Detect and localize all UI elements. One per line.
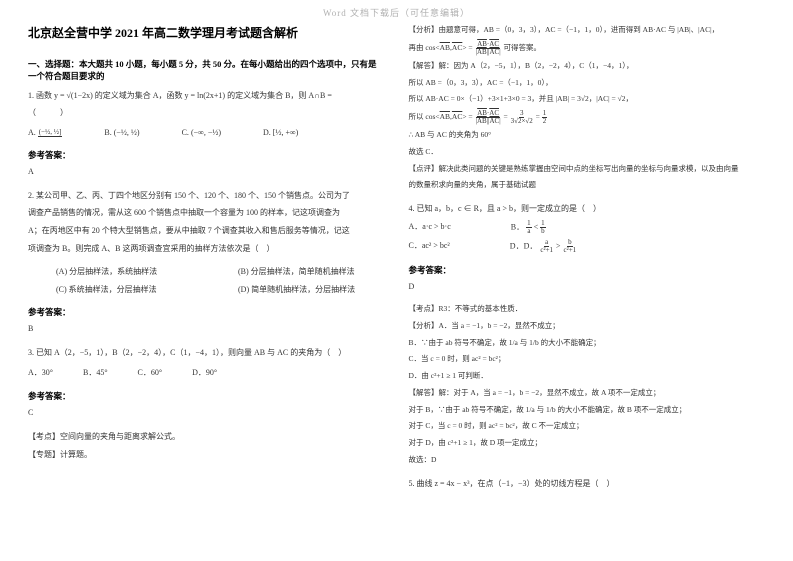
- q1-text: 1. 函数 y = √(1−2x) 的定义域为集合 A，函数 y = ln(2x…: [28, 89, 385, 103]
- r6: 所以 cos<AB,AC> = AB·AC|AB||AC| = 33√2×√2 …: [409, 110, 766, 125]
- q1-answer: A: [28, 165, 385, 179]
- r4: 所以 AB =（0，3，3），AC =（−1，1，0），: [409, 77, 766, 90]
- q2-opt-row2: (C) 系统抽样法，分层抽样法 (D) 简单随机抽样法，分层抽样法: [56, 283, 385, 297]
- q5-text: 5. 曲线 z = 4x − x³，在点（−1，−3）处的切线方程是（ ）: [409, 477, 766, 491]
- q3-opt-b: B．45°: [83, 367, 108, 378]
- q2-line2: 调查产品销售的情况，需从这 600 个销售点中抽取一个容量为 100 的样本，记…: [28, 206, 385, 220]
- e3: B．∵由于 ab 符号不确定，故 1/a 与 1/b 的大小不能确定；: [409, 337, 766, 350]
- q2-answer: B: [28, 322, 385, 336]
- q4-opt-row1: A．a·c > b·c B． 1a < 1b: [409, 220, 766, 235]
- q4-opt-row2: C．ac² > bc² D．D． ac²+1 > bc²+1: [409, 239, 766, 254]
- q2-opt-c: (C) 系统抽样法，分层抽样法: [56, 283, 236, 297]
- q4-opt-c: C．ac² > bc²: [409, 239, 450, 254]
- right-column: 【分析】由题意可得，AB =（0，3，3），AC =（−1，1，0），进而得到 …: [409, 24, 766, 494]
- watermark-text: Word 文档下载后（可任意编辑）: [323, 6, 470, 19]
- page-container: 北京赵全营中学 2021 年高二数学理月考试题含解析 一、选择题：本大题共 10…: [0, 0, 793, 504]
- q2-line3: A；在丙地区中有 20 个特大型销售点，要从中抽取 7 个调查其收入和售后服务等…: [28, 224, 385, 238]
- q1-opt-d: D. [½, +∞): [263, 128, 298, 137]
- section-1-heading: 一、选择题：本大题共 10 小题，每小题 5 分，共 50 分。在每小题给出的四…: [28, 59, 385, 83]
- left-column: 北京赵全营中学 2021 年高二数学理月考试题含解析 一、选择题：本大题共 10…: [28, 24, 385, 494]
- q2-answer-label: 参考答案：: [28, 306, 385, 318]
- r9: 【点评】解决此类问题的关键是熟练掌握由空间中点的坐标写出向量的坐标与向量求模，以…: [409, 163, 766, 176]
- r2: 再由 cos<AB,AC> = AB·AC|AB||AC| 可得答案。: [409, 41, 766, 56]
- q1-answer-label: 参考答案：: [28, 149, 385, 161]
- r7: ∴ AB 与 AC 的夹角为 60°: [409, 129, 766, 142]
- q3-opt-a: A．30°: [28, 367, 53, 378]
- q3-options: A．30° B．45° C．60° D．90°: [28, 367, 385, 378]
- q4-opt-b: B． 1a < 1b: [511, 220, 546, 235]
- e10: 故选：D: [409, 454, 766, 467]
- q3-answer: C: [28, 406, 385, 420]
- q2-line1: 2. 某公司甲、乙、丙、丁四个地区分别有 150 个、120 个、180 个、1…: [28, 189, 385, 203]
- q2-line4: 项调查为 B。则完成 A、B 这两项调查宜采用的抽样方法依次是（ ）: [28, 242, 385, 256]
- e5: D．由 c²+1 ≥ 1 可判断．: [409, 370, 766, 383]
- q1-options: A. (−½, ½] B. (−½, ½) C. (−∞, −½) D. [½,…: [28, 128, 385, 137]
- q4-answer-label: 参考答案：: [409, 264, 766, 276]
- e2: 【分析】A．当 a = −1，b = −2，显然不成立；: [409, 320, 766, 333]
- e6: 【解答】解：对于 A，当 a = −1，b = −2，显然不成立，故 A 项不一…: [409, 387, 766, 400]
- q3-text: 3. 已知 A（2，−5，1），B（2，−2，4），C（1，−4，1），则向量 …: [28, 346, 385, 360]
- r8: 故选 C．: [409, 146, 766, 159]
- r9b: 的数量积求向量的夹角，属于基础试题: [409, 179, 766, 192]
- e1: 【考点】R3：不等式的基本性质．: [409, 303, 766, 316]
- e8: 对于 C，当 c = 0 时，则 ac² = bc²，故 C 不一定成立；: [409, 420, 766, 433]
- e7: 对于 B，∵由于 ab 符号不确定，故 1/a 与 1/b 的大小不能确定，故 …: [409, 404, 766, 417]
- q2-opt-b: (B) 分层抽样法，简单随机抽样法: [238, 267, 355, 276]
- q3-opt-d: D．90°: [192, 367, 217, 378]
- q4-answer: D: [409, 280, 766, 294]
- e9: 对于 D，由 c²+1 ≥ 1，故 D 项一定成立；: [409, 437, 766, 450]
- e4: C．当 c = 0 时，则 ac² = bc²；: [409, 353, 766, 366]
- q3-opt-c: C．60°: [138, 367, 163, 378]
- q4-text: 4. 已知 a，b，c ∈ R，且 a > b，则一定成立的是（ ）: [409, 202, 766, 216]
- exam-title: 北京赵全营中学 2021 年高二数学理月考试题含解析: [28, 24, 385, 41]
- q2-opt-row1: (A) 分层抽样法，系统抽样法 (B) 分层抽样法，简单随机抽样法: [56, 265, 385, 279]
- q1-blank: （ ）: [28, 106, 385, 120]
- r5: 所以 AB·AC = 0×（−1）+3×1+3×0 = 3，并且 |AB| = …: [409, 93, 766, 106]
- r1: 【分析】由题意可得，AB =（0，3，3），AC =（−1，1，0），进而得到 …: [409, 24, 766, 37]
- q4-opt-d: D．D． ac²+1 > bc²+1: [510, 239, 577, 254]
- q1-opt-a: A. (−½, ½]: [28, 128, 62, 137]
- q1-opt-c: C. (−∞, −½): [182, 128, 221, 137]
- q1-opt-b: B. (−½, ½): [104, 128, 139, 137]
- q2-opt-d: (D) 简单随机抽样法，分层抽样法: [238, 285, 355, 294]
- q4-opt-a: A．a·c > b·c: [409, 220, 451, 235]
- q2-opt-a: (A) 分层抽样法，系统抽样法: [56, 265, 236, 279]
- q3-note2: 【专题】计算题。: [28, 448, 385, 462]
- r3: 【解答】解：因为 A（2，−5，1），B（2，−2，4），C（1，−4，1），: [409, 60, 766, 73]
- q3-answer-label: 参考答案：: [28, 390, 385, 402]
- q3-note1: 【考点】空间向量的夹角与距离求解公式。: [28, 430, 385, 444]
